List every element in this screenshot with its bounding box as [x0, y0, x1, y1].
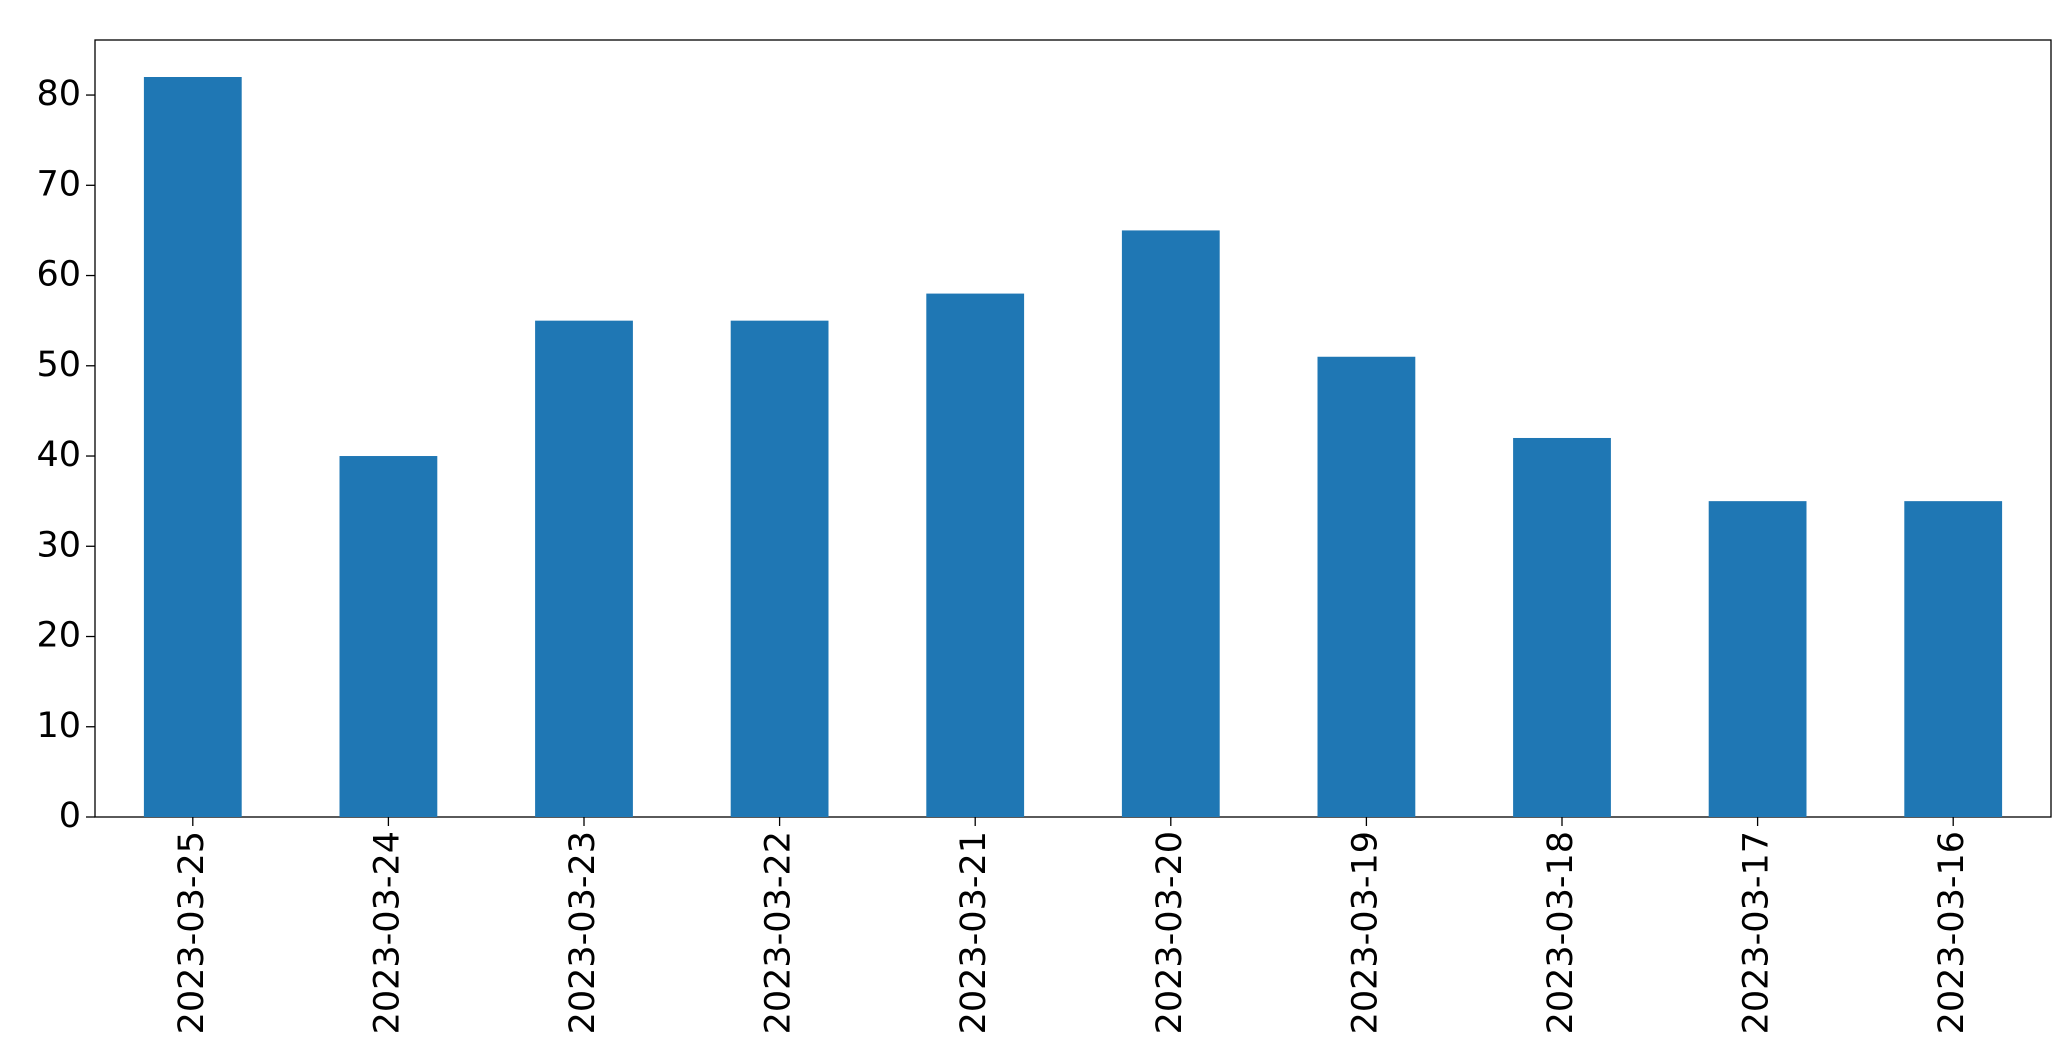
x-tick-label: 2023-03-16	[1932, 831, 1972, 1034]
x-tick-label: 2023-03-25	[172, 831, 212, 1034]
y-tick-label: 80	[36, 74, 81, 114]
y-tick-label: 0	[59, 796, 81, 836]
y-tick-label: 40	[36, 435, 81, 475]
x-tick-label: 2023-03-20	[1150, 831, 1190, 1034]
bar	[1904, 501, 2003, 817]
x-tick-label: 2023-03-24	[367, 831, 407, 1034]
y-tick-label: 30	[36, 525, 81, 565]
bar	[1513, 437, 1611, 817]
bar	[1708, 501, 1807, 817]
x-tick-label: 2023-03-23	[563, 831, 603, 1034]
bar	[730, 320, 829, 817]
bar	[1121, 230, 1220, 818]
bar	[926, 293, 1025, 818]
y-tick-label: 50	[36, 345, 81, 385]
plot-frame	[94, 39, 2052, 818]
y-tick-label: 20	[36, 616, 81, 656]
x-tick-label: 2023-03-17	[1737, 831, 1777, 1034]
x-tick-label: 2023-03-19	[1345, 831, 1385, 1034]
bar	[1317, 356, 1416, 817]
bar	[535, 320, 633, 817]
bar	[339, 456, 438, 817]
y-tick-label: 70	[36, 164, 81, 204]
x-tick-label: 2023-03-18	[1541, 831, 1581, 1034]
bar	[143, 77, 242, 817]
y-tick-label: 60	[36, 255, 81, 295]
x-tick-label: 2023-03-22	[759, 831, 799, 1034]
x-tick-label: 2023-03-21	[954, 831, 994, 1034]
y-tick-label: 10	[36, 706, 81, 746]
